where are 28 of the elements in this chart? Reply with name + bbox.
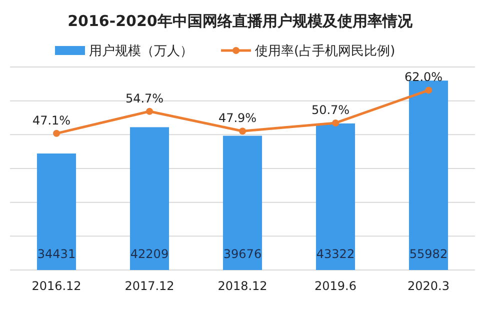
bar xyxy=(316,123,356,270)
data-label: 43322 xyxy=(316,247,355,261)
bar xyxy=(36,154,76,270)
x-tick-label: 2020.3 xyxy=(408,279,450,293)
legend-label: 使用率(占手机网民比例) xyxy=(255,43,396,59)
data-label: 54.7% xyxy=(125,91,164,106)
bar xyxy=(408,80,448,270)
point xyxy=(332,119,339,126)
point xyxy=(425,86,432,94)
chart-title: 2016-2020年中国网络直播用户规模及使用率情况 xyxy=(68,12,414,30)
legend-label: 用户规模（万人） xyxy=(89,44,193,59)
x-tick-label: 2018.12 xyxy=(218,279,268,293)
data-label: 55982 xyxy=(409,247,448,261)
data-label: 42209 xyxy=(130,247,169,261)
x-tick-label: 2017.12 xyxy=(124,279,174,293)
x-tick-label: 2016.12 xyxy=(32,279,82,293)
data-label: 62.0% xyxy=(404,70,443,84)
point xyxy=(53,130,60,137)
data-label: 47.1% xyxy=(32,113,71,128)
data-label: 34431 xyxy=(37,247,76,261)
point xyxy=(146,108,153,115)
bar xyxy=(130,127,170,270)
data-label: 47.9% xyxy=(218,111,257,126)
data-label: 39676 xyxy=(223,247,262,261)
x-tick-label: 2019.6 xyxy=(314,279,356,293)
bar xyxy=(222,136,262,270)
point xyxy=(239,128,246,135)
data-label: 50.7% xyxy=(311,102,350,117)
